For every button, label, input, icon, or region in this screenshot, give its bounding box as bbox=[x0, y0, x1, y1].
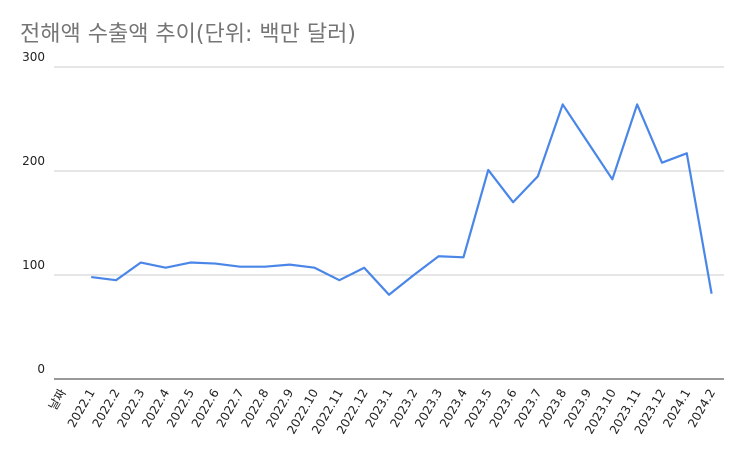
y-tick-label: 0 bbox=[37, 362, 45, 376]
x-axis-label: 날짜 bbox=[46, 387, 69, 413]
y-tick-label: 300 bbox=[22, 50, 45, 64]
y-tick-label: 100 bbox=[22, 258, 45, 272]
chart-title: 전해액 수출액 추이(단위: 백만 달러) bbox=[20, 22, 356, 47]
y-tick-label: 200 bbox=[22, 154, 45, 168]
data-line bbox=[91, 103, 713, 296]
